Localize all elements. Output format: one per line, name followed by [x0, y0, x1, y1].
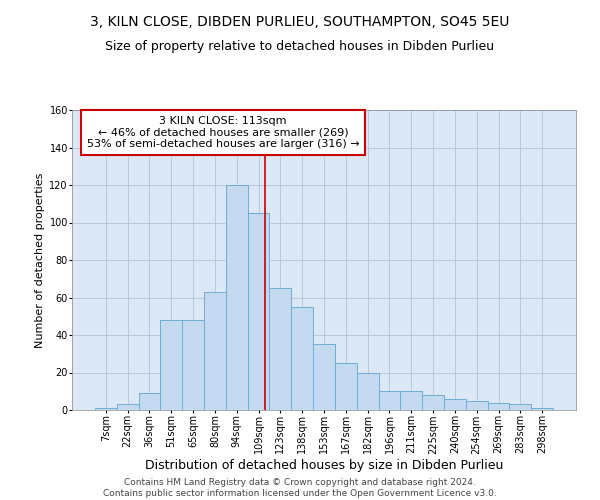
X-axis label: Distribution of detached houses by size in Dibden Purlieu: Distribution of detached houses by size … [145, 459, 503, 472]
Bar [313, 344, 335, 410]
Bar [291, 307, 313, 410]
Bar [117, 404, 139, 410]
Bar [269, 288, 291, 410]
Text: Size of property relative to detached houses in Dibden Purlieu: Size of property relative to detached ho… [106, 40, 494, 53]
Bar [357, 372, 379, 410]
Bar [204, 292, 226, 410]
Bar [400, 391, 422, 410]
Bar [531, 408, 553, 410]
Bar [466, 400, 488, 410]
Bar [139, 393, 160, 410]
Bar [335, 363, 357, 410]
Text: 3, KILN CLOSE, DIBDEN PURLIEU, SOUTHAMPTON, SO45 5EU: 3, KILN CLOSE, DIBDEN PURLIEU, SOUTHAMPT… [91, 15, 509, 29]
Bar [379, 391, 400, 410]
Y-axis label: Number of detached properties: Number of detached properties [35, 172, 45, 348]
Text: Contains HM Land Registry data © Crown copyright and database right 2024.
Contai: Contains HM Land Registry data © Crown c… [103, 478, 497, 498]
Bar [226, 185, 248, 410]
Bar [248, 213, 269, 410]
Bar [509, 404, 531, 410]
Text: 3 KILN CLOSE: 113sqm
← 46% of detached houses are smaller (269)
53% of semi-deta: 3 KILN CLOSE: 113sqm ← 46% of detached h… [87, 116, 359, 149]
Bar [95, 408, 117, 410]
Bar [160, 320, 182, 410]
Bar [182, 320, 204, 410]
Bar [422, 395, 444, 410]
Bar [444, 399, 466, 410]
Bar [488, 402, 509, 410]
